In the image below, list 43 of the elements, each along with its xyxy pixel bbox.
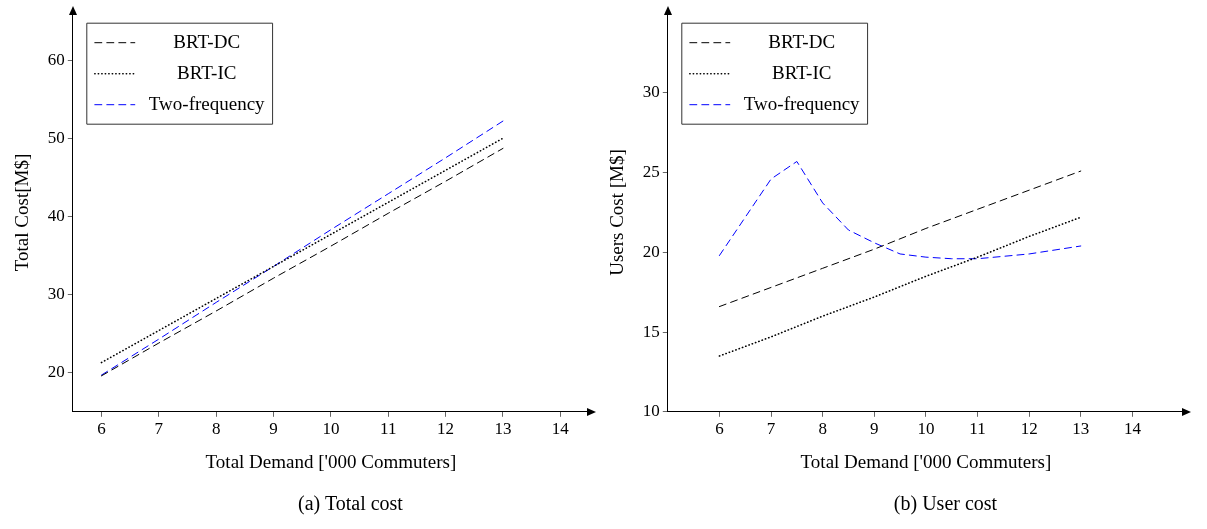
x-axis-title: Total Demand ['000 Commuters] [800,450,1052,472]
y-tick-label: 20 [47,362,65,382]
x-tick-label: 14 [551,419,570,439]
legend-label: Two-frequency [148,92,266,114]
line-series [718,160,1082,260]
y-tick-label: 10 [642,401,660,421]
y-axis-title: Total Cost[M$] [11,153,33,272]
x-tick-label: 8 [818,419,827,439]
x-tick-label: 11 [380,419,397,439]
y-axis-title: Users Cost [M$] [606,149,628,276]
x-tick-label: 12 [1020,419,1038,439]
x-tick-label: 7 [766,419,776,439]
x-tick-label: 9 [269,419,278,439]
text: (a) Total cost [297,492,404,515]
y-tick-label: 50 [47,127,65,147]
line-series [718,170,1082,308]
y-tick-label: 30 [47,284,65,304]
x-tick-label: 6 [715,419,724,439]
line-series [718,216,1082,357]
legend-label: BRT-IC [771,61,832,83]
x-tick-label: 8 [211,419,221,439]
y-tick-label: 15 [642,321,660,341]
x-tick-label: 6 [97,419,106,439]
y-tick-label: 40 [47,205,65,225]
x-tick-label: 9 [870,419,879,439]
x-tick-label: 11 [969,419,986,439]
x-tick-label: 10 [917,419,935,439]
legend-label: Two-frequency [743,92,861,114]
x-tick-label: 13 [1072,419,1090,439]
y-tick-label: 20 [642,241,660,261]
legend-label: BRT-DC [768,30,836,52]
x-tick-label: 10 [322,419,340,439]
y-tick-label: 25 [642,162,660,182]
x-axis-title: Total Demand ['000 Commuters] [205,450,457,472]
x-tick-label: 13 [494,419,512,439]
x-tick-label: 14 [1123,419,1142,439]
x-tick-label: 12 [437,419,455,439]
legend-label: BRT-DC [173,30,241,52]
y-tick-label: 60 [47,49,65,69]
x-tick-label: 7 [154,419,164,439]
text: (b) User cost [892,492,999,515]
y-tick-label: 30 [642,82,660,102]
legend-label: BRT-IC [176,61,237,83]
